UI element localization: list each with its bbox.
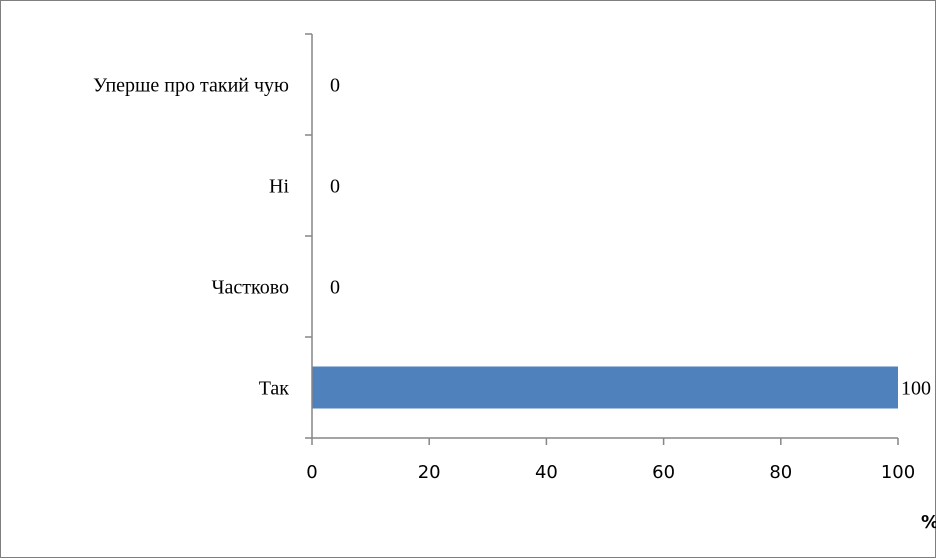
data-label: 100	[901, 378, 931, 400]
category-label: Так	[259, 378, 290, 400]
bars-layer	[312, 366, 898, 409]
data-label: 0	[330, 176, 340, 198]
data-label: 0	[330, 277, 340, 299]
x-tick-label: 40	[535, 462, 558, 483]
labels-layer: Так 100 Частково 0 Ні 0 Уперше про такий чую 0 0…	[93, 75, 936, 534]
category-label: Ні	[269, 176, 289, 198]
category-label: Частково	[212, 277, 290, 299]
x-tick-label: 60	[652, 462, 675, 483]
bar-0	[312, 366, 898, 409]
x-axis-title: %	[921, 512, 936, 533]
category-label: Уперше про такий чую	[93, 75, 289, 97]
x-tick-label: 100	[881, 462, 915, 483]
x-tick-label: 20	[418, 462, 441, 483]
axes-layer	[305, 33, 899, 445]
data-label: 0	[330, 75, 340, 97]
x-tick-label: 0	[306, 462, 317, 483]
x-tick-label: 80	[769, 462, 792, 483]
